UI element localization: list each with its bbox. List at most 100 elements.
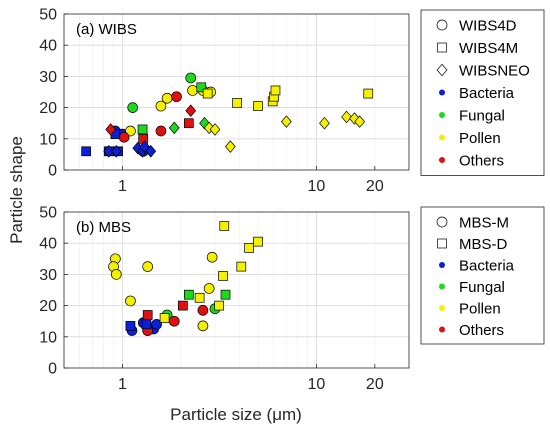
data-point — [118, 131, 130, 143]
legend-entry: Bacteria — [439, 85, 515, 102]
data-point — [155, 125, 167, 137]
legend-swatch — [436, 63, 448, 77]
legend-swatch — [436, 19, 448, 31]
data-point — [145, 144, 157, 158]
x-axis-label: Particle size (μm) — [170, 405, 302, 424]
y-tick-label: 10 — [39, 131, 57, 148]
data-point — [232, 98, 242, 108]
x-tick-label: 20 — [366, 178, 384, 195]
data-point — [206, 251, 218, 263]
axes-box — [63, 211, 410, 369]
legend-swatch — [439, 157, 445, 163]
data-point — [218, 271, 228, 281]
legend-label: Bacteria — [459, 258, 515, 275]
data-point — [155, 100, 167, 112]
x-tick-label: 10 — [308, 178, 326, 195]
legend-box — [420, 206, 545, 345]
legend-entry: Bacteria — [439, 258, 515, 275]
data-point — [224, 140, 236, 153]
legend-swatch — [439, 89, 445, 96]
y-tick-label: 0 — [48, 163, 57, 180]
data-point — [125, 295, 136, 307]
data-point — [281, 115, 292, 128]
data-point — [354, 115, 365, 128]
data-point — [178, 300, 188, 311]
data-point — [161, 92, 173, 104]
legend-entry: Fungal — [439, 279, 505, 296]
data-point — [142, 261, 154, 272]
legend-entry: Pollen — [439, 130, 501, 147]
data-point — [105, 123, 117, 136]
y-tick-label: 30 — [39, 267, 57, 284]
panel-title: (a) WIBS — [76, 21, 137, 38]
data-point — [244, 243, 254, 253]
y-tick-label: 40 — [39, 38, 57, 55]
data-point — [196, 82, 207, 93]
data-point — [203, 283, 215, 294]
x-tick-label: 10 — [308, 376, 326, 393]
legend-label: Fungal — [459, 279, 505, 296]
data-point — [142, 310, 153, 320]
data-point — [220, 289, 231, 300]
data-point — [168, 121, 180, 135]
data-point — [139, 140, 150, 153]
legend-swatch — [439, 283, 445, 290]
data-point — [151, 318, 162, 330]
data-point — [183, 289, 194, 300]
legend-swatch — [437, 238, 447, 249]
y-tick-label: 30 — [39, 69, 57, 86]
legend-entry: WIBS4D — [436, 18, 517, 35]
legend-entry: Pollen — [439, 301, 501, 318]
data-point — [183, 118, 194, 129]
data-point — [194, 292, 205, 303]
legend-swatch — [439, 262, 445, 268]
data-point — [81, 146, 91, 157]
data-point — [199, 116, 210, 130]
plot-area — [64, 14, 409, 170]
data-point — [197, 304, 209, 316]
legend-entry: Others — [439, 153, 504, 170]
panel-title: (b) MBS — [76, 219, 131, 236]
legend-entry: Others — [439, 322, 504, 339]
data-point — [185, 72, 197, 84]
panel-b: 0 10 20 30 40 50 1 10 20 (b) MBS MBS-M MBS-D Bacte… — [39, 205, 545, 393]
legend-swatch — [436, 216, 448, 228]
data-point — [185, 104, 197, 118]
x-tick-label: 20 — [366, 376, 384, 393]
legend-entry: Fungal — [439, 108, 505, 125]
data-point — [125, 125, 136, 137]
legend-label: Fungal — [459, 108, 505, 125]
x-tick-label: 1 — [118, 376, 127, 393]
legend-label: Pollen — [459, 130, 501, 147]
legend-label: MBS-M — [459, 215, 509, 232]
data-point — [197, 320, 209, 332]
data-point — [110, 269, 122, 280]
data-point — [168, 315, 180, 327]
legend-label: WIBSNEO — [459, 63, 530, 80]
data-point — [270, 85, 281, 96]
legend-swatch — [439, 305, 445, 311]
legend-label: Pollen — [459, 301, 501, 318]
legend-swatch — [439, 326, 445, 333]
y-tick-label: 50 — [39, 205, 57, 222]
data-point — [341, 110, 352, 124]
y-tick-label: 20 — [39, 298, 57, 315]
legend-label: WIBS4M — [459, 40, 518, 57]
legend-entry: WIBSNEO — [436, 63, 530, 80]
legend-label: Bacteria — [459, 85, 515, 102]
y-tick-label: 20 — [39, 100, 57, 117]
axes-box — [63, 13, 410, 171]
data-point — [141, 319, 152, 330]
legend-entry: WIBS4M — [437, 40, 518, 57]
data-point — [103, 144, 115, 158]
y-tick-label: 50 — [39, 7, 57, 24]
y-tick-label: 40 — [39, 236, 57, 253]
legend-label: Others — [459, 322, 504, 339]
legend-label: WIBS4D — [459, 18, 517, 35]
data-point — [209, 123, 221, 136]
data-point — [363, 88, 374, 99]
legend-swatch — [439, 134, 445, 141]
data-point — [137, 124, 148, 135]
